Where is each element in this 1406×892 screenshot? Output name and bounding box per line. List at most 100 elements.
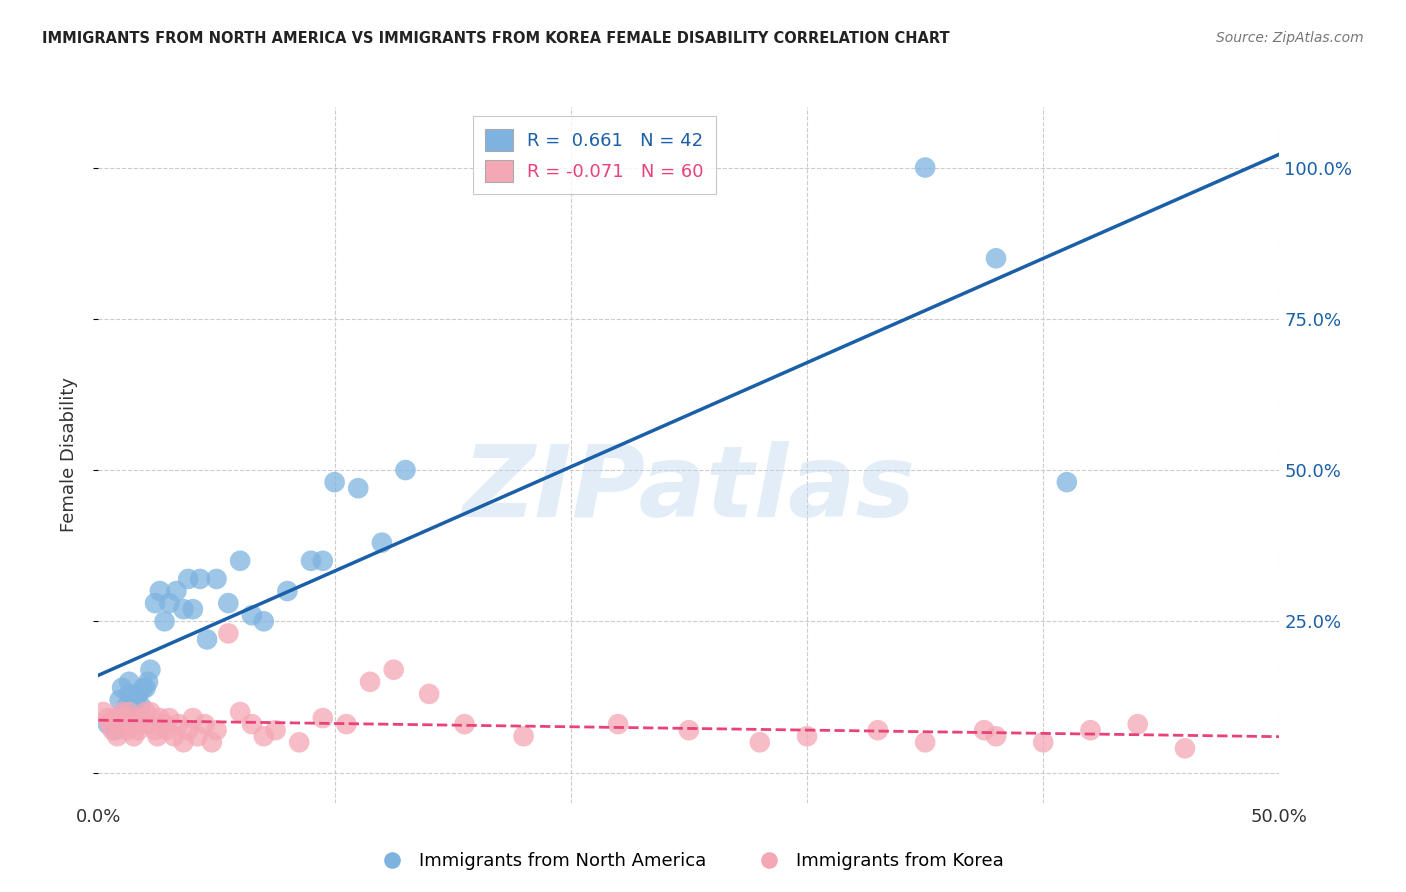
Point: [105, 729, 128, 743]
Point: [181, 711, 204, 725]
Point: [748, 735, 770, 749]
Point: [323, 475, 346, 490]
Point: [312, 554, 335, 568]
Point: [1174, 741, 1197, 756]
Point: [1056, 475, 1078, 490]
Point: [335, 717, 357, 731]
Point: [229, 705, 252, 719]
Point: [796, 729, 818, 743]
Point: [394, 463, 416, 477]
Point: [205, 572, 228, 586]
Point: [122, 705, 145, 719]
Point: [264, 723, 287, 738]
Point: [149, 711, 172, 725]
Legend: Immigrants from North America, Immigrants from Korea: Immigrants from North America, Immigrant…: [367, 845, 1011, 877]
Point: [607, 717, 630, 731]
Point: [347, 481, 370, 495]
Point: [125, 717, 148, 731]
Point: [167, 717, 190, 731]
Point: [253, 729, 276, 743]
Point: [453, 717, 475, 731]
Point: [217, 596, 239, 610]
Point: [111, 705, 134, 719]
Point: [108, 693, 131, 707]
Point: [112, 705, 135, 719]
Point: [132, 681, 155, 695]
Point: [115, 698, 138, 713]
Point: [135, 705, 157, 719]
Point: [177, 572, 200, 586]
Point: [194, 717, 217, 731]
Point: [678, 723, 700, 738]
Point: [914, 735, 936, 749]
Point: [129, 698, 152, 713]
Point: [157, 596, 180, 610]
Point: [136, 717, 159, 731]
Point: [121, 717, 143, 731]
Point: [973, 723, 995, 738]
Text: Source: ZipAtlas.com: Source: ZipAtlas.com: [1216, 31, 1364, 45]
Point: [122, 711, 145, 725]
Point: [201, 735, 224, 749]
Point: [984, 729, 1007, 743]
Point: [129, 711, 152, 725]
Point: [111, 681, 134, 695]
Point: [866, 723, 889, 738]
Point: [136, 674, 159, 689]
Point: [371, 535, 394, 549]
Point: [91, 705, 114, 719]
Point: [153, 615, 176, 629]
Point: [153, 717, 176, 731]
Point: [205, 723, 228, 738]
Point: [195, 632, 218, 647]
Point: [187, 729, 209, 743]
Point: [156, 723, 179, 738]
Point: [157, 711, 180, 725]
Point: [288, 735, 311, 749]
Point: [104, 711, 127, 725]
Point: [143, 723, 166, 738]
Point: [914, 161, 936, 175]
Point: [115, 723, 138, 738]
Point: [143, 596, 166, 610]
Point: [1126, 717, 1149, 731]
Y-axis label: Female Disability: Female Disability: [59, 377, 77, 533]
Point: [118, 705, 141, 719]
Point: [312, 711, 335, 725]
Point: [128, 687, 150, 701]
Point: [217, 626, 239, 640]
Text: IMMIGRANTS FROM NORTH AMERICA VS IMMIGRANTS FROM KOREA FEMALE DISABILITY CORRELA: IMMIGRANTS FROM NORTH AMERICA VS IMMIGRA…: [42, 31, 950, 46]
Point: [253, 615, 276, 629]
Point: [139, 705, 162, 719]
Point: [101, 723, 124, 738]
Point: [172, 602, 194, 616]
Point: [105, 711, 128, 725]
Point: [984, 252, 1007, 266]
Point: [104, 723, 127, 738]
Point: [146, 729, 169, 743]
Text: ZIPatlas: ZIPatlas: [463, 442, 915, 538]
Point: [98, 717, 121, 731]
Point: [118, 687, 141, 701]
Point: [172, 735, 194, 749]
Point: [512, 729, 534, 743]
Point: [97, 711, 120, 725]
Point: [177, 723, 200, 738]
Point: [165, 584, 187, 599]
Point: [240, 717, 263, 731]
Point: [118, 674, 141, 689]
Point: [108, 717, 131, 731]
Point: [149, 584, 172, 599]
Point: [135, 681, 157, 695]
Point: [112, 711, 135, 725]
Point: [359, 674, 381, 689]
Point: [122, 729, 145, 743]
Point: [188, 572, 211, 586]
Point: [181, 602, 204, 616]
Point: [382, 663, 405, 677]
Point: [139, 663, 162, 677]
Point: [240, 608, 263, 623]
Point: [276, 584, 298, 599]
Point: [163, 729, 186, 743]
Point: [97, 717, 120, 731]
